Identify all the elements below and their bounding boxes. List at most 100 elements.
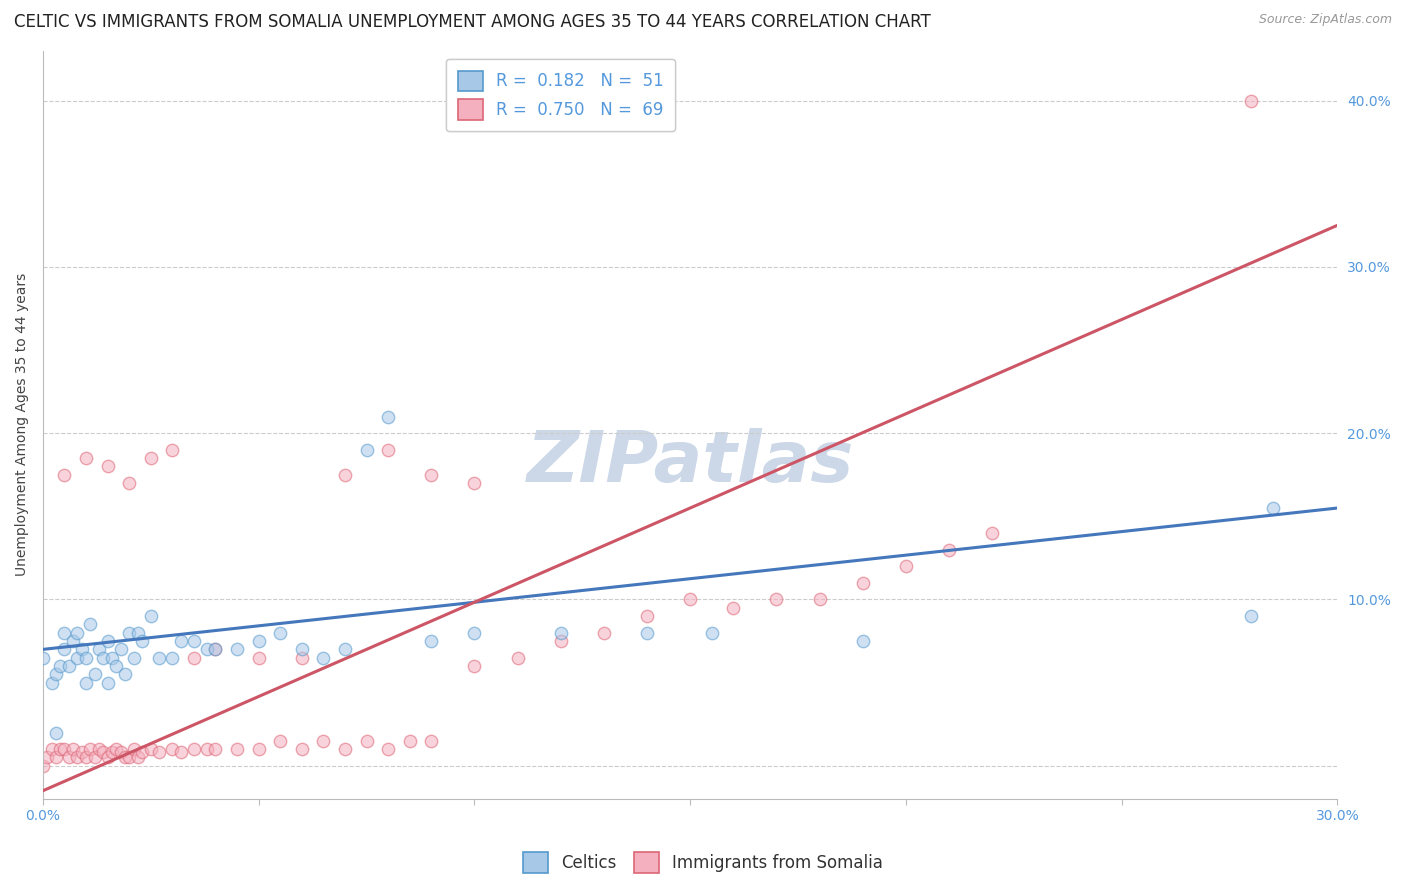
Point	[592, 625, 614, 640]
Point	[97, 634, 120, 648]
Point	[333, 642, 356, 657]
Point	[550, 634, 572, 648]
Point	[101, 746, 124, 760]
Point	[852, 634, 875, 648]
Point	[139, 609, 162, 624]
Point	[1240, 94, 1263, 108]
Point	[398, 734, 420, 748]
Point	[506, 650, 529, 665]
Point	[162, 442, 184, 457]
Point	[32, 759, 55, 773]
Point	[420, 467, 443, 482]
Point	[37, 750, 59, 764]
Point	[170, 634, 193, 648]
Point	[127, 625, 149, 640]
Point	[463, 625, 485, 640]
Point	[66, 625, 89, 640]
Point	[122, 650, 145, 665]
Point	[636, 625, 658, 640]
Point	[105, 659, 128, 673]
Point	[377, 742, 399, 756]
Point	[247, 634, 270, 648]
Point	[333, 467, 356, 482]
Point	[291, 642, 314, 657]
Point	[195, 742, 218, 756]
Y-axis label: Unemployment Among Ages 35 to 44 years: Unemployment Among Ages 35 to 44 years	[15, 273, 30, 576]
Point	[118, 750, 141, 764]
Point	[183, 650, 205, 665]
Point	[32, 650, 55, 665]
Point	[463, 659, 485, 673]
Point	[45, 667, 67, 681]
Point	[162, 742, 184, 756]
Point	[808, 592, 831, 607]
Point	[53, 625, 76, 640]
Point	[938, 542, 960, 557]
Text: Source: ZipAtlas.com: Source: ZipAtlas.com	[1258, 13, 1392, 27]
Point	[291, 742, 314, 756]
Point	[636, 609, 658, 624]
Point	[312, 734, 335, 748]
Point	[41, 742, 63, 756]
Point	[87, 742, 110, 756]
Point	[291, 650, 314, 665]
Point	[463, 476, 485, 491]
Point	[139, 742, 162, 756]
Point	[97, 750, 120, 764]
Text: ZIPatlas: ZIPatlas	[526, 428, 853, 497]
Point	[62, 634, 84, 648]
Point	[183, 742, 205, 756]
Point	[87, 642, 110, 657]
Point	[312, 650, 335, 665]
Point	[183, 634, 205, 648]
Point	[79, 742, 101, 756]
Legend: Celtics, Immigrants from Somalia: Celtics, Immigrants from Somalia	[516, 846, 890, 880]
Point	[247, 742, 270, 756]
Point	[97, 675, 120, 690]
Point	[204, 642, 226, 657]
Point	[75, 675, 97, 690]
Point	[91, 650, 114, 665]
Point	[162, 650, 184, 665]
Point	[139, 451, 162, 466]
Point	[118, 476, 141, 491]
Point	[204, 742, 226, 756]
Point	[377, 409, 399, 424]
Point	[981, 526, 1004, 541]
Point	[700, 625, 723, 640]
Point	[226, 642, 249, 657]
Point	[75, 451, 97, 466]
Point	[420, 634, 443, 648]
Point	[70, 642, 93, 657]
Point	[269, 734, 291, 748]
Point	[765, 592, 787, 607]
Point	[420, 734, 443, 748]
Point	[79, 617, 101, 632]
Point	[110, 746, 132, 760]
Point	[49, 742, 72, 756]
Point	[1261, 501, 1284, 516]
Point	[105, 742, 128, 756]
Point	[91, 746, 114, 760]
Point	[148, 746, 170, 760]
Point	[333, 742, 356, 756]
Point	[170, 746, 193, 760]
Point	[101, 650, 124, 665]
Point	[204, 642, 226, 657]
Point	[66, 750, 89, 764]
Point	[62, 742, 84, 756]
Text: CELTIC VS IMMIGRANTS FROM SOMALIA UNEMPLOYMENT AMONG AGES 35 TO 44 YEARS CORRELA: CELTIC VS IMMIGRANTS FROM SOMALIA UNEMPL…	[14, 13, 931, 31]
Point	[97, 459, 120, 474]
Point	[226, 742, 249, 756]
Point	[195, 642, 218, 657]
Point	[58, 659, 80, 673]
Point	[58, 750, 80, 764]
Point	[114, 750, 136, 764]
Point	[70, 746, 93, 760]
Point	[118, 625, 141, 640]
Point	[122, 742, 145, 756]
Point	[1240, 609, 1263, 624]
Point	[356, 734, 378, 748]
Point	[723, 600, 745, 615]
Point	[894, 559, 917, 574]
